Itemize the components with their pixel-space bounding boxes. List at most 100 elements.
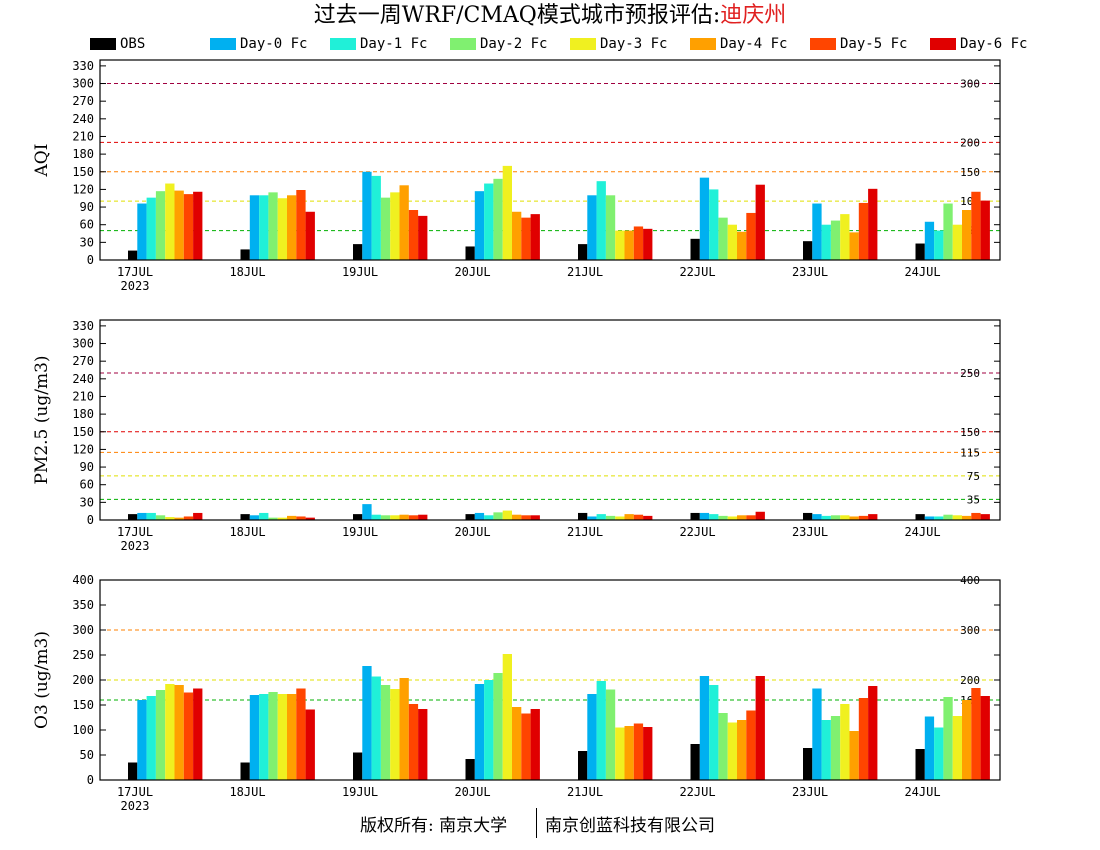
panel2-bar-s5-c6 xyxy=(849,516,859,520)
panel3-bar-s6-c7 xyxy=(971,688,981,780)
panel3-bar-s6-c5 xyxy=(746,710,756,780)
panel2-bar-s5-c5 xyxy=(737,515,747,520)
panel2-bar-s4-c5 xyxy=(727,516,737,520)
footer-company: 南京创蓝科技有限公司 xyxy=(545,816,715,836)
panel1-bar-s5-c0 xyxy=(174,190,184,260)
panel1-bar-s6-c4 xyxy=(633,226,644,260)
panel1-xtick-label-4: 21JUL xyxy=(567,265,603,279)
panel2-ytick-label-0: 0 xyxy=(87,513,94,527)
panel3-bar-s0-c0 xyxy=(128,762,138,780)
panel1-bar-s2-c3 xyxy=(484,183,494,260)
panel1-bar-s5-c2 xyxy=(399,185,409,260)
panel1-bar-s0-c4 xyxy=(578,244,588,260)
panel1-bar-s7-c1 xyxy=(305,211,315,260)
panel2-xtick-label-6: 23JUL xyxy=(792,525,828,539)
panel2-bar-s0-c0 xyxy=(128,514,138,520)
panel3-bar-s3-c4 xyxy=(605,689,616,780)
panel3-bar-s7-c7 xyxy=(980,696,990,780)
panel2-bar-s7-c6 xyxy=(868,514,878,520)
legend-item-day6: Day-6 Fc xyxy=(930,35,1027,53)
panel1-bar-s3-c2 xyxy=(380,197,391,260)
panel3-bar-s6-c0 xyxy=(183,692,194,780)
panel2-bar-s2-c3 xyxy=(484,515,494,520)
panel3-bar-s5-c3 xyxy=(512,707,522,780)
panel3-xtick-label-3: 20JUL xyxy=(454,785,490,799)
panel2-bar-s6-c6 xyxy=(858,515,869,520)
panel3-bar-s0-c5 xyxy=(690,744,700,780)
panel1-ytick-label-0: 0 xyxy=(87,253,94,267)
panel3-xtick-label-4: 21JUL xyxy=(567,785,603,799)
panel1-xtick-label-7: 24JUL xyxy=(904,265,940,279)
panel3-bar-s1-c2 xyxy=(362,666,372,780)
panel3-bar-s0-c2 xyxy=(353,752,363,780)
panel2-bar-s1-c6 xyxy=(812,514,822,520)
panel3-bar-s0-c7 xyxy=(915,749,925,780)
panel1-xtick-label-1: 18JUL xyxy=(229,265,265,279)
panel1-bar-s7-c6 xyxy=(868,188,878,260)
panel1-ytick-label-8: 240 xyxy=(72,112,94,126)
legend-swatch-obs xyxy=(90,38,116,50)
panel1-bar-s4-c6 xyxy=(840,214,850,260)
panel1-bar-s4-c5 xyxy=(727,224,737,260)
legend-label-day2: Day-2 Fc xyxy=(480,36,548,52)
panel3-bar-s1-c0 xyxy=(137,700,147,780)
panel1-ytick-label-10: 300 xyxy=(72,77,94,91)
title-main: 过去一周WRF/CMAQ模式城市预报评估: xyxy=(313,3,721,28)
panel2-bar-s5-c3 xyxy=(512,514,522,520)
panel3-ytick-label-8: 400 xyxy=(72,573,94,587)
panel3-ref-label-1: 200 xyxy=(960,674,980,687)
panel2-ytick-label-9: 270 xyxy=(72,354,94,368)
panel3-bar-s3-c0 xyxy=(155,690,166,780)
panel1-year-label: 2023 xyxy=(121,279,150,293)
panel2-year-label: 2023 xyxy=(121,539,150,553)
panel2-ref-label-4: 250 xyxy=(960,367,980,380)
panel1-bar-s1-c7 xyxy=(924,221,935,260)
panel2-ytick-label-7: 210 xyxy=(72,389,94,403)
legend-item-day2: Day-2 Fc xyxy=(450,35,547,53)
legend-item-obs: OBS xyxy=(90,35,145,53)
panel3-bar-s5-c4 xyxy=(624,726,634,780)
panel3-ytick-label-0: 0 xyxy=(87,773,94,787)
panel3-bar-s7-c6 xyxy=(868,686,878,780)
panel1-bar-s3-c1 xyxy=(268,192,278,260)
panel1-bar-s7-c5 xyxy=(755,184,765,260)
panel1-ytick-label-4: 120 xyxy=(72,182,94,196)
panel3-bar-s4-c2 xyxy=(390,689,400,780)
panel3-bar-s2-c6 xyxy=(821,720,831,780)
panel2-bar-s1-c1 xyxy=(249,515,260,520)
panel2-bar-s1-c7 xyxy=(924,516,935,520)
panel1-ytick-label-5: 150 xyxy=(72,165,94,179)
panel2-bar-s0-c1 xyxy=(240,514,250,520)
panel2-bar-s2-c4 xyxy=(596,514,606,520)
panel3-bar-s2-c2 xyxy=(371,676,381,780)
panel3-xtick-label-7: 24JUL xyxy=(904,785,940,799)
panel3-bar-s6-c6 xyxy=(858,698,869,780)
panel1-bar-s3-c5 xyxy=(718,217,728,260)
panel1-bar-s6-c2 xyxy=(408,210,419,260)
panel1-bar-s3-c6 xyxy=(830,220,841,260)
panel1-bar-s7-c0 xyxy=(193,191,203,260)
panel1-ytick-label-6: 180 xyxy=(72,147,94,161)
panel3-xtick-label-1: 18JUL xyxy=(229,785,265,799)
panel2-bar-s2-c1 xyxy=(259,512,269,520)
panel1-ref-label-4: 300 xyxy=(960,78,980,91)
panel2-bar-s0-c7 xyxy=(915,514,925,520)
panel3-bar-s1-c5 xyxy=(699,676,710,780)
panel2-bar-s3-c1 xyxy=(268,517,278,520)
panel3-bar-s0-c1 xyxy=(240,762,250,780)
panel1-bar-s5-c6 xyxy=(849,232,859,260)
panel1-bar-s1-c5 xyxy=(699,177,710,260)
panel1-frame xyxy=(99,59,1001,261)
panel2-ytick-label-3: 90 xyxy=(80,460,94,474)
panel3-bar-s5-c1 xyxy=(287,694,297,780)
panel3-bar-s4-c7 xyxy=(952,716,962,780)
panel2-bar-s0-c5 xyxy=(690,512,700,520)
panel1-ytick-label-3: 90 xyxy=(80,200,94,214)
panel3-bar-s2-c1 xyxy=(259,694,269,780)
panel2-bar-s2-c0 xyxy=(146,512,156,520)
panel2-bar-s1-c4 xyxy=(587,516,597,520)
legend-label-day5: Day-5 Fc xyxy=(840,36,908,52)
panel1-bar-s1-c3 xyxy=(474,191,485,260)
panel1-bar-s0-c2 xyxy=(353,244,363,260)
panel2-bar-s1-c2 xyxy=(362,504,372,520)
